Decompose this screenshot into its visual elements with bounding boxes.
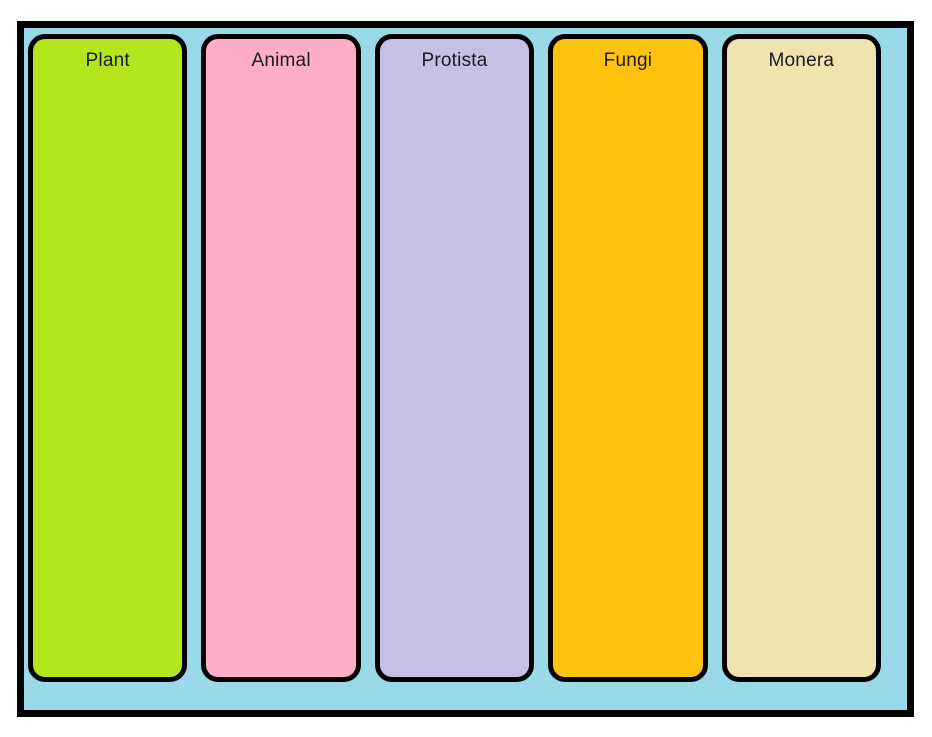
column-fungi-label: Fungi bbox=[603, 50, 653, 71]
column-fungi: Fungi bbox=[548, 34, 708, 682]
column-animal: Animal bbox=[201, 34, 361, 682]
column-protista: Protista bbox=[374, 34, 535, 682]
column-plant-label: Plant bbox=[85, 50, 130, 71]
column-monera-label: Monera bbox=[768, 50, 835, 71]
column-protista-label: Protista bbox=[421, 50, 488, 71]
kingdoms-board: Plant Animal Protista Fungi Monera bbox=[17, 21, 914, 717]
column-monera: Monera bbox=[721, 34, 882, 682]
column-plant: Plant bbox=[28, 34, 188, 682]
column-animal-label: Animal bbox=[251, 50, 311, 71]
